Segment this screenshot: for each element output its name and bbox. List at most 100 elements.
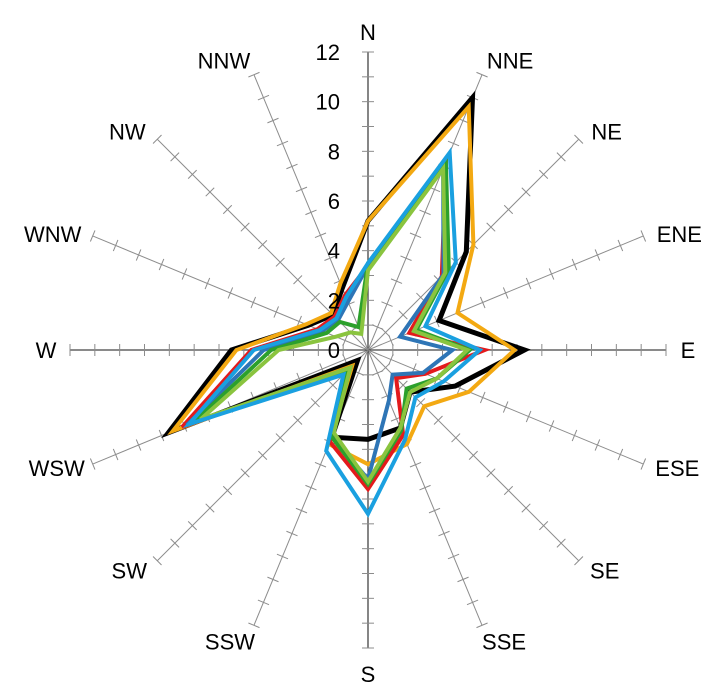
direction-label-wsw: WSW (29, 456, 85, 481)
tick-mark (521, 503, 531, 513)
tick-mark (479, 296, 486, 309)
direction-label-w: W (36, 338, 57, 363)
tick-mark (574, 134, 584, 144)
tick-mark (556, 538, 566, 548)
tick-mark (324, 255, 336, 261)
tick-mark (295, 186, 308, 193)
tick-mark (571, 429, 578, 442)
tick-mark (525, 277, 532, 290)
radial-tick-label: 12 (316, 40, 340, 65)
series-line-2 (167, 101, 518, 467)
direction-labels: N NNE NE ENE E ESE SE SSE S SSW SW WSW W WNW NW NNW (24, 20, 702, 687)
tick-mark (187, 169, 197, 179)
series-line-1 (161, 90, 531, 442)
tick-mark (574, 556, 584, 566)
radial-tick-label: 10 (316, 90, 340, 115)
tick-mark (240, 468, 250, 478)
tick-mark (640, 230, 647, 242)
tick-mark (187, 521, 197, 531)
tick-mark (409, 232, 422, 239)
radial-tick-labels: 0 2 4 6 8 10 12 (316, 40, 340, 363)
series-line-3 (180, 155, 492, 493)
data-series (161, 90, 531, 518)
tick-mark (502, 401, 509, 413)
tick-mark (556, 152, 566, 162)
tick-mark (248, 71, 260, 78)
tick-mark (398, 380, 408, 390)
tick-mark (466, 599, 479, 606)
radial-tick-label: 2 (328, 288, 340, 313)
tick-mark (390, 278, 403, 284)
tick-mark (135, 439, 142, 451)
tick-mark (158, 429, 165, 442)
tick-mark (205, 503, 215, 513)
tick-mark (112, 239, 119, 252)
tick-mark (205, 187, 215, 197)
tick-mark (152, 556, 162, 566)
tick-mark (457, 576, 469, 583)
radial-spokes (70, 52, 666, 648)
direction-label-nnw: NNW (198, 49, 251, 74)
tick-mark (310, 292, 320, 302)
direction-label-s: S (361, 662, 376, 687)
tick-mark (419, 484, 431, 491)
tick-mark (428, 507, 441, 514)
direction-label-e: E (681, 338, 696, 363)
tick-mark (548, 268, 555, 280)
tick-mark (400, 255, 412, 261)
tick-mark (539, 169, 549, 179)
direction-label-sw: SW (112, 559, 148, 584)
tick-mark (571, 258, 578, 271)
tick-mark (293, 415, 303, 425)
radial-tick-label: 4 (328, 239, 340, 264)
tick-mark (305, 209, 317, 216)
tick-mark (419, 209, 431, 216)
tick-mark (135, 249, 142, 261)
tick-mark (286, 530, 298, 537)
tick-mark (503, 204, 514, 215)
tick-mark (258, 240, 268, 250)
tick-mark (525, 410, 532, 423)
tick-mark (502, 287, 509, 299)
tick-mark (248, 622, 260, 629)
tick-mark (170, 538, 180, 548)
tick-mark (181, 268, 188, 280)
tick-mark (594, 249, 601, 261)
tick-mark (486, 222, 496, 232)
tick-mark (381, 301, 393, 307)
tick-mark (267, 576, 279, 583)
tick-mark (295, 507, 308, 514)
tick-mark (267, 117, 279, 124)
tick-mark (293, 275, 303, 285)
tick-mark (275, 257, 285, 267)
tick-mark (89, 458, 96, 470)
tick-mark (433, 415, 443, 425)
tick-mark (328, 380, 338, 390)
tick-mark (617, 448, 624, 461)
tick-mark (222, 485, 233, 496)
tick-mark (275, 433, 285, 443)
tick-mark (258, 450, 268, 460)
tick-mark (314, 461, 327, 468)
tick-mark (416, 398, 426, 408)
tick-mark (314, 232, 327, 239)
tick-mark (451, 433, 461, 443)
tick-mark (617, 239, 624, 252)
direction-label-sse: SSE (482, 629, 526, 654)
direction-label-wnw: WNW (24, 222, 82, 247)
tick-mark (594, 439, 601, 451)
tick-mark (486, 468, 496, 478)
direction-label-se: SE (590, 559, 619, 584)
tick-mark (296, 315, 302, 328)
direction-label-n: N (360, 20, 376, 45)
tick-mark (276, 140, 289, 147)
tick-mark (305, 484, 317, 491)
direction-label-ne: NE (591, 119, 622, 144)
tick-mark (438, 530, 450, 537)
tick-mark (204, 277, 211, 290)
tick-mark (158, 258, 165, 271)
tick-mark (257, 599, 270, 606)
tick-mark (310, 398, 320, 408)
series-line-6 (199, 162, 472, 486)
